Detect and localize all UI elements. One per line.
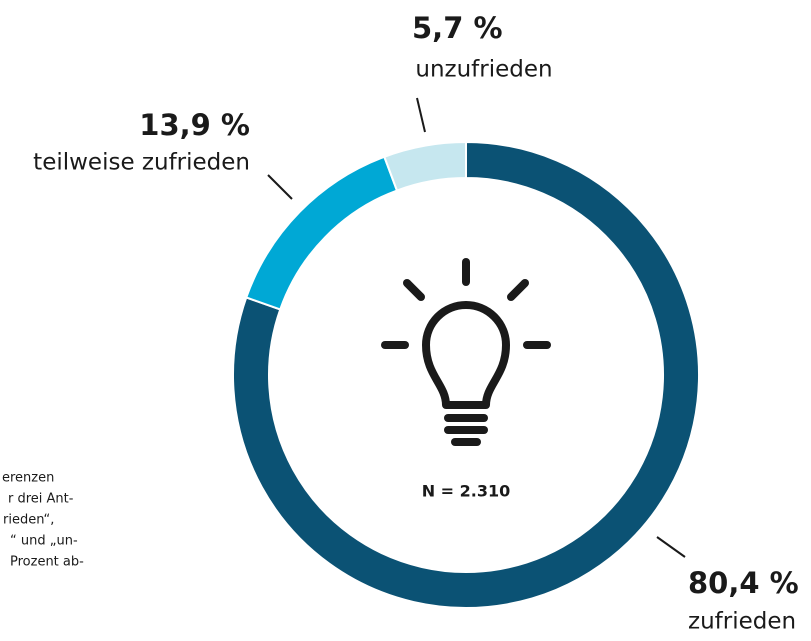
footnote-line: rieden“, — [3, 513, 54, 528]
value-label: 80,4 % — [688, 566, 799, 600]
donut-segment — [245, 155, 399, 311]
lightbulb-icon — [381, 258, 551, 446]
category-label: zufrieden — [688, 609, 796, 635]
donut-segment — [232, 140, 700, 609]
footnote-line: erenzen — [2, 471, 54, 486]
footnote-line: Prozent ab- — [10, 555, 84, 570]
leader-line — [267, 174, 293, 200]
footnote-line: “ und „un- — [10, 534, 78, 549]
center-label: N = 2.310 — [422, 482, 511, 501]
donut-segment — [383, 140, 467, 192]
footnote-line: r drei Ant- — [8, 492, 74, 507]
category-label: unzufrieden — [415, 57, 552, 83]
leader-line — [656, 536, 686, 558]
value-label: 5,7 % — [412, 11, 503, 45]
value-label: 13,9 % — [139, 108, 250, 142]
leader-line — [416, 97, 426, 133]
category-label: teilweise zufrieden — [33, 150, 250, 176]
